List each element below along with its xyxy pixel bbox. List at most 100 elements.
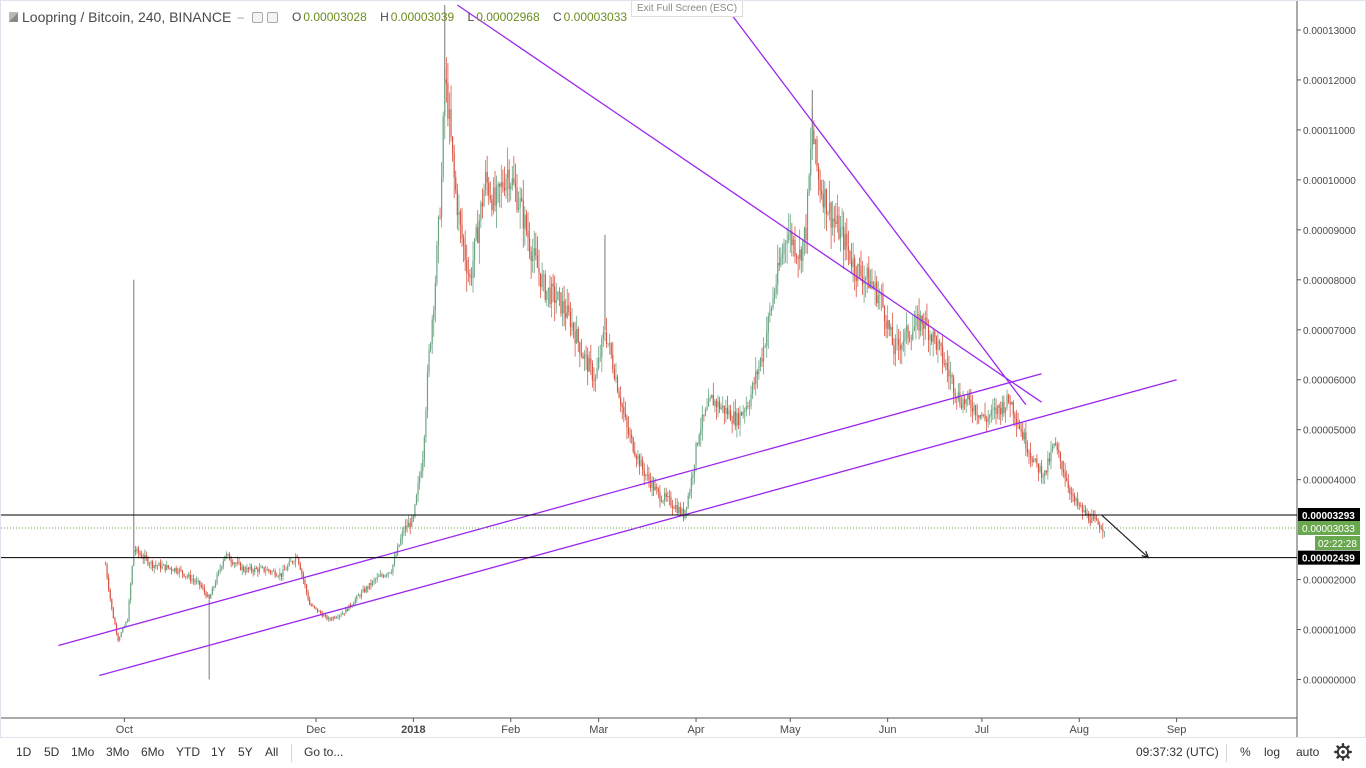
candle-body <box>690 478 692 493</box>
candle-body <box>225 554 228 556</box>
candle-body <box>296 556 298 558</box>
candle-body <box>327 618 330 620</box>
candle-body <box>921 315 923 324</box>
candle-body <box>244 571 246 572</box>
candle-body <box>345 608 347 614</box>
candle-body <box>243 566 245 572</box>
log-scale-toggle[interactable]: log <box>1264 745 1281 759</box>
candle-body <box>175 568 177 572</box>
time-tick-label: Mar <box>589 724 608 736</box>
candle-body <box>880 293 882 296</box>
candle-body <box>662 500 664 502</box>
candle-body <box>767 316 769 333</box>
candle-body <box>805 227 807 241</box>
trend-line <box>58 373 1042 647</box>
range-all-button[interactable]: All <box>265 745 279 759</box>
price-tick-label: 0.00007000 <box>1303 326 1356 337</box>
candle-body <box>827 213 829 215</box>
candle-body <box>1072 494 1074 496</box>
candle-body <box>618 391 620 398</box>
candle-body <box>516 187 518 210</box>
candle-body <box>208 594 210 599</box>
candle-body <box>748 406 751 407</box>
candle-body <box>1069 487 1071 494</box>
candle-body <box>668 496 670 498</box>
candle-body <box>762 346 765 362</box>
range-6mo-button[interactable]: 6Mo <box>141 745 165 759</box>
candle-body <box>230 560 232 563</box>
candle-body <box>810 148 812 176</box>
candle-body <box>196 580 198 582</box>
candle-body <box>433 309 435 320</box>
gear-icon[interactable] <box>1334 743 1352 761</box>
candle-body <box>616 376 619 392</box>
range-ytd-button[interactable]: YTD <box>176 745 200 759</box>
hide-series-icon[interactable] <box>267 11 279 23</box>
goto-date-button[interactable]: Go to... <box>304 745 344 759</box>
candle-body <box>419 476 421 484</box>
candle-body <box>539 273 542 287</box>
candle-body <box>494 187 496 206</box>
candle-body <box>594 377 597 381</box>
symbol-title[interactable]: Loopring / Bitcoin, 240, BINANCE <box>22 9 232 25</box>
candle-body <box>747 406 749 407</box>
range-1y-button[interactable]: 1Y <box>211 745 226 759</box>
candle-body <box>770 307 773 312</box>
candle-body <box>357 595 359 597</box>
candle-body <box>109 589 111 599</box>
price-chart[interactable]: 0.00013000 0.00012000 0.00011000 0.00010000… <box>1 1 1366 738</box>
candle-body <box>431 319 433 344</box>
candle-body <box>442 116 444 178</box>
candle-body <box>799 249 801 259</box>
candle-body <box>825 189 828 215</box>
candle-body <box>481 202 484 206</box>
candle-body <box>1086 513 1088 516</box>
candle-body <box>882 293 884 307</box>
utc-clock[interactable]: 09:37:32 (UTC) <box>1136 745 1219 759</box>
candle-body <box>1088 513 1090 521</box>
range-5d-button[interactable]: 5D <box>44 745 60 759</box>
range-3mo-button[interactable]: 3Mo <box>106 745 130 759</box>
candle-body <box>1003 402 1005 413</box>
price-tick-label: 0.00006000 <box>1303 376 1356 387</box>
countdown-tag <box>1315 535 1360 550</box>
settings-toggle-icon[interactable] <box>252 11 264 23</box>
candle-body <box>992 409 994 410</box>
candle-body <box>550 283 553 305</box>
candle-body <box>191 579 193 581</box>
candle-body <box>753 383 755 384</box>
legend-dropdown-icon[interactable]: – <box>237 10 245 24</box>
candle-body <box>996 405 999 414</box>
candle-body <box>985 419 988 422</box>
candle-body <box>444 79 446 117</box>
candle-body <box>249 566 251 570</box>
range-5y-button[interactable]: 5Y <box>238 745 253 759</box>
candle-body <box>794 239 796 257</box>
range-1mo-button[interactable]: 1Mo <box>71 745 95 759</box>
candle-body <box>982 414 985 416</box>
auto-scale-toggle[interactable]: auto <box>1296 745 1320 759</box>
range-1d-button[interactable]: 1D <box>16 745 32 759</box>
candle-body <box>120 632 122 638</box>
candle-body <box>893 344 895 355</box>
candle-body <box>362 589 364 592</box>
candle-body <box>332 616 334 620</box>
candle-body <box>676 505 678 513</box>
candle-body <box>1103 531 1105 532</box>
candle-body <box>338 615 341 617</box>
candle-body <box>324 615 326 616</box>
candle-body <box>740 412 743 416</box>
candle-body <box>180 569 182 571</box>
candle-body <box>359 595 361 597</box>
candle-body <box>192 579 195 581</box>
candle-body <box>1053 443 1055 447</box>
candle-body <box>722 405 724 408</box>
candle-body <box>678 506 680 513</box>
exit-fullscreen-button[interactable]: Exit Full Screen (ESC) <box>631 1 744 17</box>
candle-body <box>725 407 727 414</box>
percent-scale-toggle[interactable]: % <box>1240 745 1251 759</box>
candle-body <box>365 586 367 592</box>
candle-body <box>708 399 710 407</box>
candle-body <box>777 262 779 285</box>
candle-body <box>631 434 633 438</box>
